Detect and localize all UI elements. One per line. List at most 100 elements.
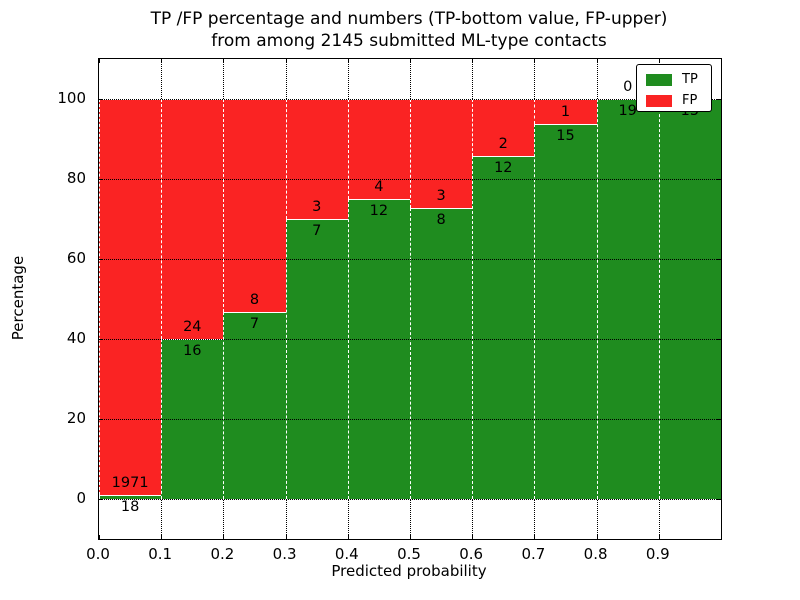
tick-mark	[717, 499, 721, 500]
bar-segment-fp	[347, 99, 410, 199]
bar-segment-tp	[658, 99, 721, 499]
bar-count-label-tp: 18	[120, 499, 140, 516]
tick-mark	[534, 535, 536, 539]
tick-mark	[472, 535, 474, 539]
tick-mark	[99, 259, 103, 260]
bar-count-label-fp: 3	[312, 199, 322, 215]
x-tick-label: 0.1	[148, 545, 173, 563]
tick-mark	[223, 535, 225, 539]
y-tick-label: 0	[76, 489, 86, 507]
legend-item: FP	[646, 92, 711, 110]
y-tick-label: 20	[66, 409, 86, 427]
tick-mark	[99, 499, 103, 500]
legend-item: TP	[646, 71, 711, 89]
tick-mark	[285, 59, 287, 63]
tick-mark	[347, 59, 349, 63]
chart-title: TP /FP percentage and numbers (TP-bottom…	[0, 8, 800, 52]
tick-mark	[717, 259, 721, 260]
tick-mark	[410, 59, 411, 63]
bar-count-label-tp: 12	[369, 203, 389, 219]
bar-count-label-fp: 2	[498, 136, 508, 153]
gridline-horizontal	[99, 499, 721, 500]
tick-mark	[717, 419, 721, 420]
plot-area: 197118241687374123821211501915	[98, 58, 722, 540]
x-tick-label: 0.7	[521, 545, 546, 563]
bar-segment-tp	[472, 156, 535, 499]
tick-mark	[99, 179, 103, 180]
y-tick-label: 100	[57, 89, 86, 107]
bar-count-label-tp: 7	[249, 316, 260, 333]
bar-count-label-tp: 15	[556, 128, 575, 144]
tick-mark	[99, 535, 100, 539]
x-tick-label: 0.6	[459, 545, 484, 563]
tick-mark	[717, 179, 721, 180]
gridline-horizontal	[99, 339, 721, 340]
bar-count-label-fp: 4	[374, 179, 384, 195]
tick-mark	[596, 59, 598, 63]
tick-mark	[99, 59, 100, 63]
tick-mark	[472, 59, 474, 63]
y-tick-label: 40	[66, 329, 86, 347]
legend: TP FP	[636, 64, 712, 112]
bar-count-label-fp: 24	[183, 319, 202, 335]
bar-segment-tp	[596, 99, 659, 499]
gridline-horizontal	[99, 419, 721, 420]
x-tick-label: 0.8	[583, 545, 608, 563]
x-tick-label: 0.2	[210, 545, 235, 563]
tick-mark	[99, 419, 103, 420]
x-tick-label: 0.5	[397, 545, 421, 563]
legend-label: FP	[682, 93, 698, 108]
x-tick-label: 0.4	[334, 545, 359, 563]
legend-swatch-tp	[646, 74, 672, 86]
legend-swatch-fp	[646, 95, 672, 107]
tick-mark	[658, 59, 660, 63]
x-tick-label: 0.3	[272, 545, 297, 563]
tick-mark	[717, 339, 721, 340]
tick-mark	[596, 535, 598, 539]
chart-title-line2: from among 2145 submitted ML-type contac…	[211, 31, 607, 51]
bar-segment-fp	[161, 99, 224, 339]
tick-mark	[99, 339, 103, 340]
bar-count-label-tp: 19	[618, 103, 637, 119]
bar-segment-tp	[285, 219, 348, 499]
tick-mark	[347, 535, 349, 539]
y-tick-label: 80	[66, 169, 86, 187]
x-axis-label: Predicted probability	[331, 562, 487, 580]
gridline-horizontal	[99, 179, 721, 180]
bar-count-label-tp: 16	[183, 343, 202, 359]
legend-label: TP	[682, 72, 698, 87]
gridline-horizontal	[99, 99, 721, 100]
tick-mark	[285, 535, 287, 539]
bar-count-label-fp: 1971	[111, 475, 149, 492]
bar-count-label-fp: 3	[436, 188, 446, 205]
y-tick-label: 60	[66, 249, 86, 267]
bar-segment-fp	[223, 99, 286, 313]
tick-mark	[99, 99, 103, 100]
chart-title-line1: TP /FP percentage and numbers (TP-bottom…	[150, 9, 668, 29]
x-tick-label: 0.0	[86, 545, 110, 563]
bar-segment-tp	[410, 208, 473, 499]
bar-count-label-fp: 1	[560, 104, 571, 120]
tick-mark	[717, 99, 721, 100]
bar-count-label-fp: 8	[249, 292, 260, 309]
bar-count-label-tp: 12	[494, 160, 513, 177]
tick-mark	[534, 59, 536, 63]
tick-mark	[161, 535, 163, 539]
bar-segment-tp	[534, 124, 597, 499]
bar-segment-tp	[347, 199, 410, 499]
bar-segment-tp	[99, 495, 162, 499]
tick-mark	[223, 59, 225, 63]
bar-segment-fp	[99, 99, 162, 496]
y-axis-label: Percentage	[9, 255, 27, 341]
gridline-horizontal	[99, 259, 721, 260]
tick-mark	[161, 59, 163, 63]
bar-segment-tp	[223, 312, 286, 499]
bar-count-label-tp: 8	[436, 212, 446, 229]
tick-mark	[658, 535, 660, 539]
x-tick-label: 0.9	[645, 545, 670, 563]
bar-segment-fp	[285, 99, 348, 219]
bar-count-label-tp: 7	[312, 223, 322, 239]
tick-mark	[410, 535, 411, 539]
bar-count-label-fp: 0	[623, 79, 633, 95]
